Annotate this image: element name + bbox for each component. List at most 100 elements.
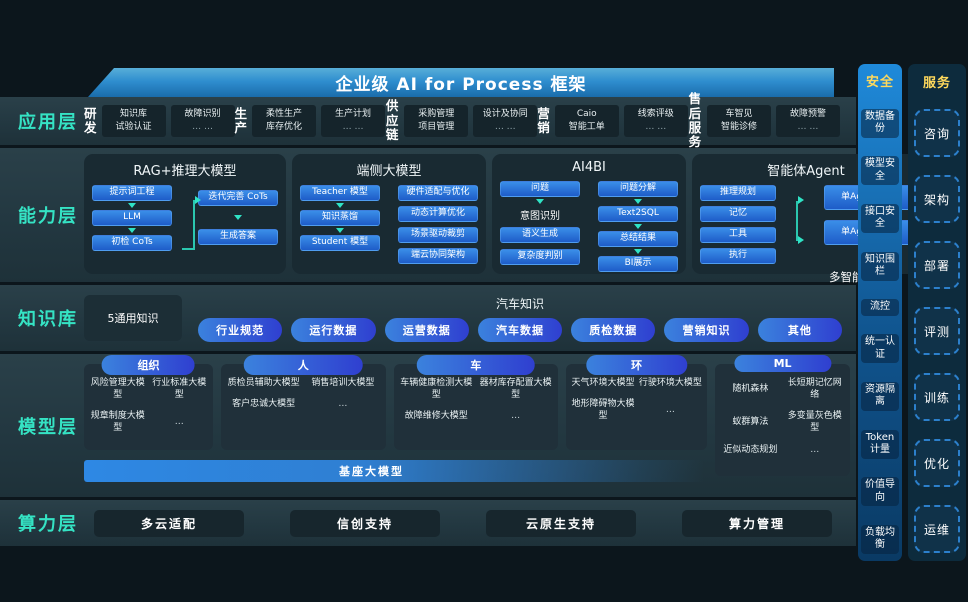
app-group-name: 生产 <box>234 105 248 135</box>
model-group-pill: 人 <box>244 355 363 375</box>
card-title: AI4BI <box>572 160 606 175</box>
model-group-environment: 环 天气环境大模型 行驶环境大模型 地形障碍物大模型 … <box>566 355 708 450</box>
security-item: 流控 <box>861 299 899 316</box>
ai4bi-card: AI4BI 问题 意图识别 语义生成 复杂度判别 问题分解 Text2SQL <box>492 154 686 274</box>
compute-item: 云原生支持 <box>486 509 636 537</box>
capability-cards: RAG+推理大模型 提示词工程 LLM 初检 CoTs 迭代完善 CoTs 生成… <box>84 148 920 284</box>
card-title: 端侧大模型 <box>356 164 422 179</box>
security-header: 安全 <box>865 75 894 90</box>
model-item: 近似动态规划 <box>723 444 778 455</box>
flow-step: 总结结果 <box>598 231 678 247</box>
app-group-production: 生产 柔性生产 库存优化 生产计划 … … <box>234 105 386 137</box>
model-item: 销售培训大模型 <box>311 378 375 388</box>
agent-connector <box>794 185 806 264</box>
model-group-organization: 组织 风险管理大模型 行业标准大模型 规章制度大模型 … <box>84 355 213 450</box>
security-item: 模型安全 <box>861 156 899 186</box>
app-box: 故障预警 … … <box>775 105 840 137</box>
arrow-right-icon <box>798 196 804 204</box>
compute-item: 算力管理 <box>682 509 832 537</box>
app-box-line: 采购管理 <box>418 109 455 120</box>
flow-step: Student 模型 <box>300 235 380 251</box>
service-item: 咨询 <box>914 109 960 157</box>
edge-model-card: 端侧大模型 Teacher 模型 知识蒸馏 Student 模型 硬件适配与优化… <box>292 154 486 274</box>
card-title: 智能体Agent <box>767 164 845 179</box>
agent-components: 推理规划 记忆 工具 执行 <box>700 185 776 264</box>
general-knowledge-box: 5通用知识 <box>84 295 182 341</box>
model-item: 行业标准大模型 <box>152 378 207 401</box>
rag-reasoning-card: RAG+推理大模型 提示词工程 LLM 初检 CoTs 迭代完善 CoTs 生成… <box>84 154 286 274</box>
agent-component: 工具 <box>700 227 776 243</box>
app-box-line: 库存优化 <box>266 122 303 132</box>
model-item: 地形障碍物大模型 <box>571 399 635 422</box>
flow-step: 生成答案 <box>198 229 278 245</box>
model-item: … <box>338 399 348 410</box>
app-box-line: 智能工单 <box>568 122 605 132</box>
app-box-line: … … <box>192 122 213 132</box>
app-box: 设计及协同 … … <box>473 105 538 137</box>
knowledge-pill: 营销知识 <box>664 317 749 342</box>
application-layer-band: 应用层 研发 知识库 试验认证 故障识别 … … 生产 柔性生产 库存优化 <box>0 92 856 149</box>
model-item: 风险管理大模型 <box>90 378 145 401</box>
compute-item: 多云适配 <box>94 509 244 537</box>
model-group-pill: ML <box>733 355 832 372</box>
flow-step: 语义生成 <box>500 227 580 243</box>
knowledge-pills: 行业规范 运行数据 运营数据 汽车数据 质检数据 营销知识 其他 <box>198 317 842 342</box>
security-column: 安全 数据备份 模型安全 接口安全 知识围栏 流控 统一认证 资源隔离 Toke… <box>858 64 902 561</box>
app-group-after-sales: 售后服务 车智见 智能诊修 故障预警 … … <box>688 92 840 150</box>
list-item: 场景驱动裁剪 <box>398 227 478 243</box>
arrow-down-icon <box>634 199 642 204</box>
security-item: 负载均衡 <box>861 524 899 554</box>
connector-line <box>796 201 798 241</box>
flow-step: 提示词工程 <box>92 185 172 201</box>
model-layer-band: 模型层 组织 风险管理大模型 行业标准大模型 规章制度大模型 … 人 质检员辅助… <box>0 354 856 497</box>
model-grid: 车辆健康检测大模型 器材库存配置大模型 故障维修大模型 … <box>399 377 554 422</box>
knowledge-pill: 行业规范 <box>198 317 283 342</box>
list-item: 动态计算优化 <box>398 206 478 222</box>
edge-left-flow: Teacher 模型 知识蒸馏 Student 模型 <box>300 185 380 264</box>
app-box-line: … … <box>645 122 667 132</box>
flow-step: 知识蒸馏 <box>300 210 380 226</box>
app-group-marketing: 营销 Caio 智能工单 线索评级 … … <box>537 105 688 137</box>
layer-label-compute: 算力层 <box>18 514 78 535</box>
layer-label-application: 应用层 <box>18 112 78 133</box>
app-box: 线索评级 … … <box>623 105 688 137</box>
auto-knowledge-title: 汽车知识 <box>495 296 544 311</box>
intent-label: 意图识别 <box>520 211 560 222</box>
model-group-vehicle: 车 车辆健康检测大模型 器材库存配置大模型 故障维修大模型 … <box>393 355 559 450</box>
security-item: 接口安全 <box>861 203 899 233</box>
model-item: 蚁群算法 <box>732 417 769 428</box>
app-box-line: … … <box>797 122 819 132</box>
foundation-model-bar: 基座大模型 <box>84 460 704 482</box>
model-item: 客户忠诚大模型 <box>232 399 296 410</box>
flow-step: 问题分解 <box>598 181 678 197</box>
flow-step: LLM <box>92 210 172 226</box>
app-box-line: 设计及协同 <box>482 109 528 120</box>
arrow-down-icon <box>128 203 136 208</box>
app-group-name: 研发 <box>84 105 97 135</box>
ai4bi-columns: 问题 意图识别 语义生成 复杂度判别 问题分解 Text2SQL 总结结果 BI… <box>500 181 678 272</box>
model-grid: 天气环境大模型 行驶环境大模型 地形障碍物大模型 … <box>571 377 702 422</box>
app-box-line: … … <box>342 122 364 132</box>
arrow-down-icon <box>336 228 344 233</box>
app-box-line: 智能诊修 <box>720 122 757 132</box>
app-group-name: 营销 <box>537 105 550 135</box>
app-box: 车智见 智能诊修 <box>706 105 771 137</box>
layer-label-capability: 能力层 <box>18 206 78 227</box>
flow-step: 问题 <box>500 181 580 197</box>
compute-items: 多云适配 信创支持 云原生支持 算力管理 <box>84 500 850 546</box>
model-group-pill: 组织 <box>102 355 195 375</box>
model-item: 规章制度大模型 <box>90 411 145 434</box>
arrow-down-icon <box>634 224 642 229</box>
arrow-right-icon <box>798 236 804 244</box>
model-group-ml: ML 随机森林 长短期记忆网络 蚁群算法 多变量灰色模型 近似动态规划 … <box>715 355 850 476</box>
app-box-line: 项目管理 <box>418 122 455 132</box>
flow-step: Teacher 模型 <box>300 185 380 201</box>
security-item: 统一认证 <box>861 334 899 364</box>
model-item: 质检员辅助大模型 <box>227 378 300 388</box>
model-item: 长短期记忆网络 <box>787 378 842 401</box>
model-item: … <box>174 417 184 428</box>
security-item: 知识围栏 <box>861 251 899 281</box>
model-grid: 风险管理大模型 行业标准大模型 规章制度大模型 … <box>89 377 208 435</box>
flow-step: 初检 CoTs <box>92 235 172 251</box>
